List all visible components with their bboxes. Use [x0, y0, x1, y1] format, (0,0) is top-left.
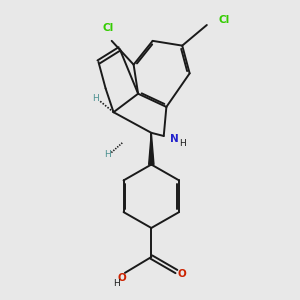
Text: O: O	[178, 269, 187, 279]
Text: N: N	[169, 134, 178, 144]
Text: O: O	[117, 273, 126, 283]
Text: H: H	[179, 140, 186, 148]
Text: H: H	[92, 94, 99, 103]
Text: Cl: Cl	[219, 15, 230, 25]
Text: H: H	[113, 280, 120, 289]
Text: Cl: Cl	[102, 23, 113, 33]
Polygon shape	[149, 133, 154, 164]
Text: H: H	[104, 150, 111, 159]
